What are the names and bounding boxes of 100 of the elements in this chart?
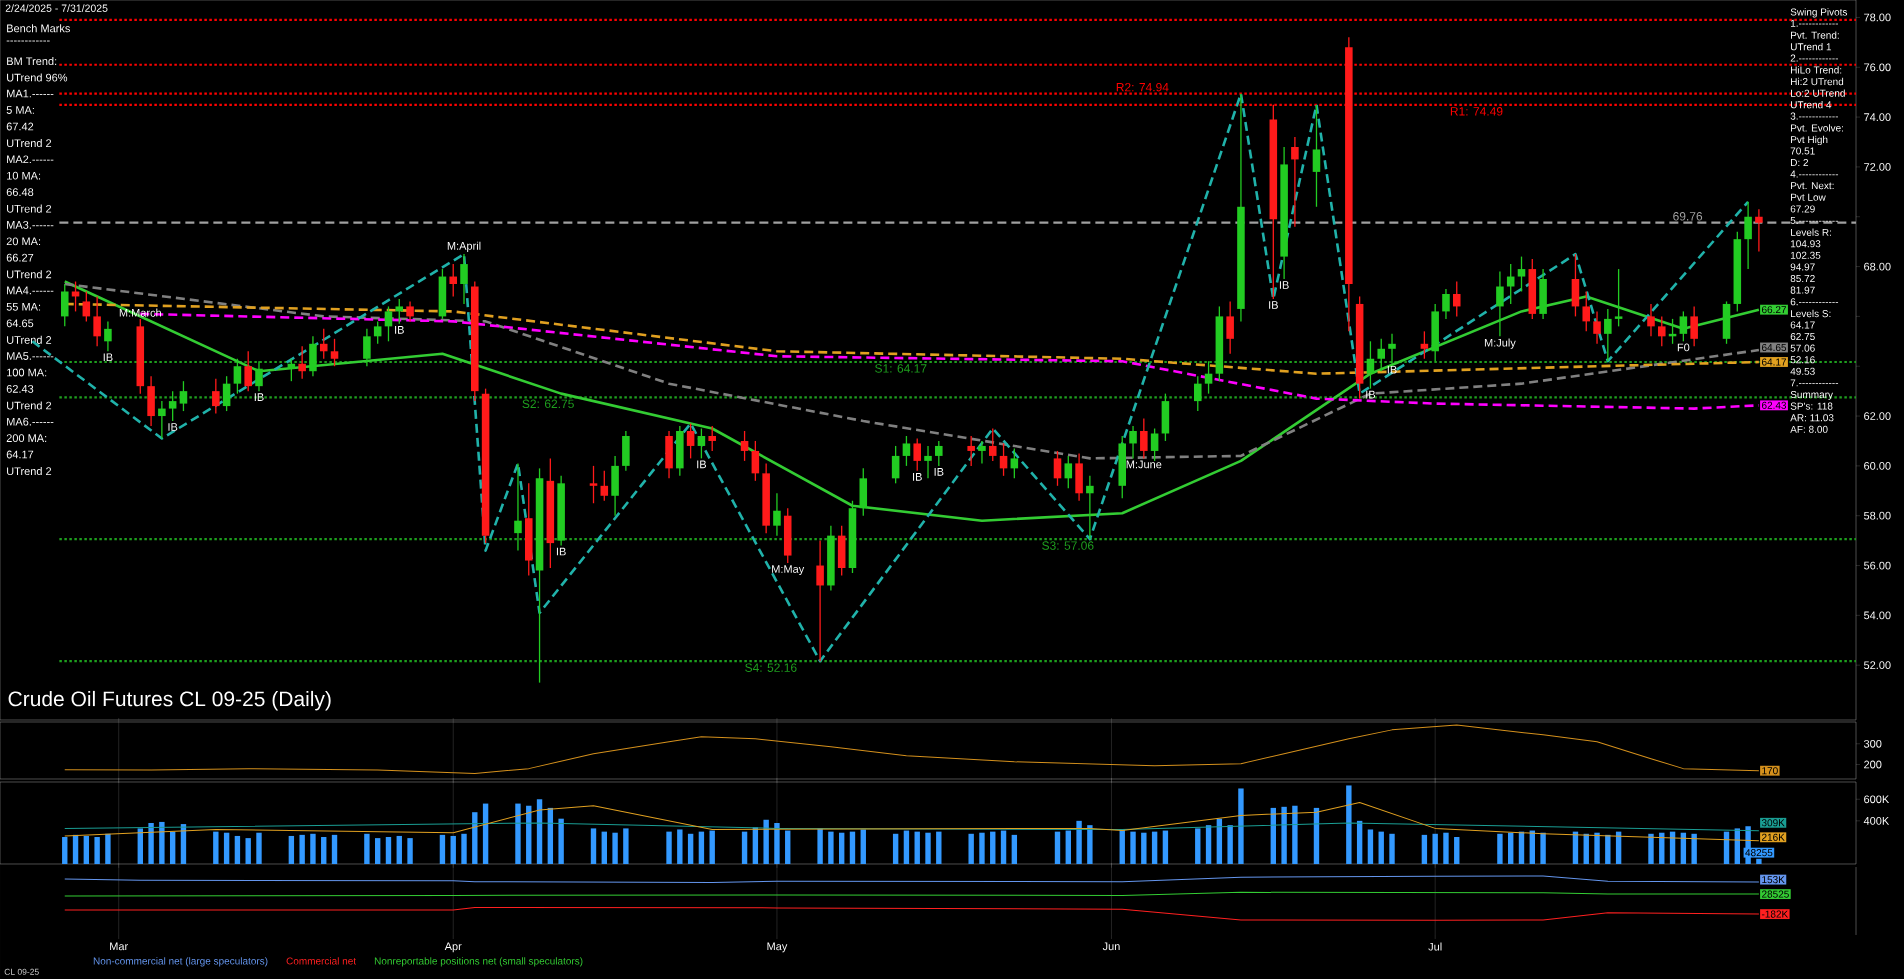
bar bbox=[374, 838, 381, 864]
candlestick bbox=[1690, 305, 1698, 347]
candlestick bbox=[1658, 315, 1666, 347]
candlestick bbox=[1593, 310, 1601, 345]
candlestick bbox=[1140, 417, 1148, 460]
annotation: M:July bbox=[1484, 338, 1516, 349]
bar bbox=[1378, 831, 1384, 864]
bar bbox=[1227, 825, 1233, 864]
bar bbox=[288, 835, 295, 864]
bar bbox=[396, 835, 402, 864]
bar bbox=[1497, 833, 1503, 864]
bar bbox=[1292, 805, 1298, 864]
bar bbox=[612, 832, 618, 864]
bar bbox=[1076, 820, 1082, 864]
bar bbox=[677, 829, 683, 864]
annotation: UTrend 2 bbox=[7, 335, 52, 344]
y-tick-label: 62.00 bbox=[1864, 412, 1891, 420]
annotation: IB bbox=[395, 326, 404, 334]
bar bbox=[1141, 832, 1147, 864]
bar bbox=[990, 831, 996, 864]
candlestick bbox=[363, 328, 371, 367]
bar bbox=[860, 829, 866, 864]
candlestick bbox=[1312, 104, 1321, 208]
bar bbox=[1432, 833, 1438, 864]
annotation: IB bbox=[254, 393, 264, 401]
candlestick bbox=[395, 298, 404, 325]
ref-line-label: S1: 64.17 bbox=[875, 364, 927, 373]
annotation: UTrend 2 bbox=[7, 204, 52, 213]
bar bbox=[838, 832, 845, 864]
annotation: 66.27 bbox=[6, 253, 34, 262]
candlestick bbox=[93, 295, 101, 347]
candlestick bbox=[967, 435, 975, 467]
bar bbox=[83, 835, 90, 864]
annotation: Summary bbox=[1790, 391, 1833, 401]
y-tick-label: 68.00 bbox=[1864, 262, 1891, 271]
y-tick-label: 300 bbox=[1863, 739, 1882, 748]
annotation: UTrend 2 bbox=[7, 270, 52, 279]
x-tick-label: Jun bbox=[1102, 942, 1120, 951]
annotation: MA5.------ bbox=[7, 352, 54, 360]
annotation: 200 MA: bbox=[6, 434, 47, 442]
annotation: 7.------------ bbox=[1790, 379, 1839, 387]
bar bbox=[159, 821, 165, 864]
annotation: 3.------------ bbox=[1790, 112, 1839, 120]
y-tick-label: 74.00 bbox=[1864, 113, 1891, 121]
candlestick bbox=[298, 345, 306, 380]
bar bbox=[321, 837, 327, 864]
annotation: IB bbox=[103, 353, 113, 362]
annotation: 5 MA: bbox=[6, 106, 34, 114]
annotation: D: 2 bbox=[1791, 159, 1809, 166]
annotation: Lo:2 UTrend bbox=[1791, 89, 1845, 97]
annotation: IB bbox=[1387, 365, 1397, 374]
bar bbox=[1648, 833, 1654, 864]
bar bbox=[105, 833, 111, 864]
text: Commercial net bbox=[286, 957, 357, 965]
data-label: 64.17 bbox=[1762, 358, 1787, 366]
candlestick bbox=[1388, 333, 1396, 365]
x-tick-label: Jul bbox=[1428, 942, 1442, 951]
annotation: Bench Marks bbox=[7, 24, 70, 33]
candlestick bbox=[1614, 268, 1623, 328]
bar bbox=[1054, 831, 1061, 864]
annotation: IB bbox=[1366, 390, 1376, 399]
bar bbox=[623, 828, 629, 864]
bar bbox=[1195, 828, 1201, 864]
annotation: Pvt High bbox=[1791, 135, 1828, 146]
bar bbox=[1011, 834, 1018, 864]
bar bbox=[213, 831, 219, 864]
bar bbox=[709, 830, 715, 864]
candlestick bbox=[589, 465, 598, 504]
bar bbox=[1000, 830, 1007, 864]
candlestick bbox=[158, 400, 166, 440]
annotation: Levels S: bbox=[1791, 309, 1831, 318]
bar bbox=[590, 828, 597, 864]
candlestick bbox=[1194, 375, 1202, 412]
annotation: M:June bbox=[1126, 460, 1162, 469]
candlestick bbox=[708, 425, 716, 452]
annotation: M:May bbox=[772, 565, 805, 576]
candlestick bbox=[891, 445, 900, 484]
annotation: MA4.------ bbox=[7, 286, 54, 295]
bar bbox=[763, 819, 769, 864]
annotation: -182K bbox=[1761, 910, 1789, 918]
candlestick bbox=[82, 290, 91, 323]
candlestick bbox=[1226, 300, 1234, 355]
y-tick-label: 72.00 bbox=[1864, 163, 1891, 171]
annotation: MA6.------ bbox=[7, 417, 54, 426]
candlestick bbox=[686, 422, 695, 460]
annotation: IB bbox=[697, 460, 707, 469]
bar bbox=[1421, 834, 1428, 864]
candlestick bbox=[460, 253, 468, 305]
bar bbox=[558, 818, 564, 864]
candlestick bbox=[319, 328, 328, 360]
bar bbox=[234, 835, 241, 864]
bar bbox=[1594, 832, 1600, 864]
annotation: MA3.------ bbox=[7, 221, 54, 229]
bar bbox=[936, 831, 942, 864]
candlestick bbox=[179, 380, 188, 412]
candlestick bbox=[1366, 340, 1375, 390]
ref-line-label: R1: 74.49 bbox=[1450, 107, 1503, 116]
candlestick bbox=[988, 427, 997, 462]
y-tick-label: 58.00 bbox=[1863, 511, 1891, 520]
candlestick bbox=[1129, 425, 1137, 460]
